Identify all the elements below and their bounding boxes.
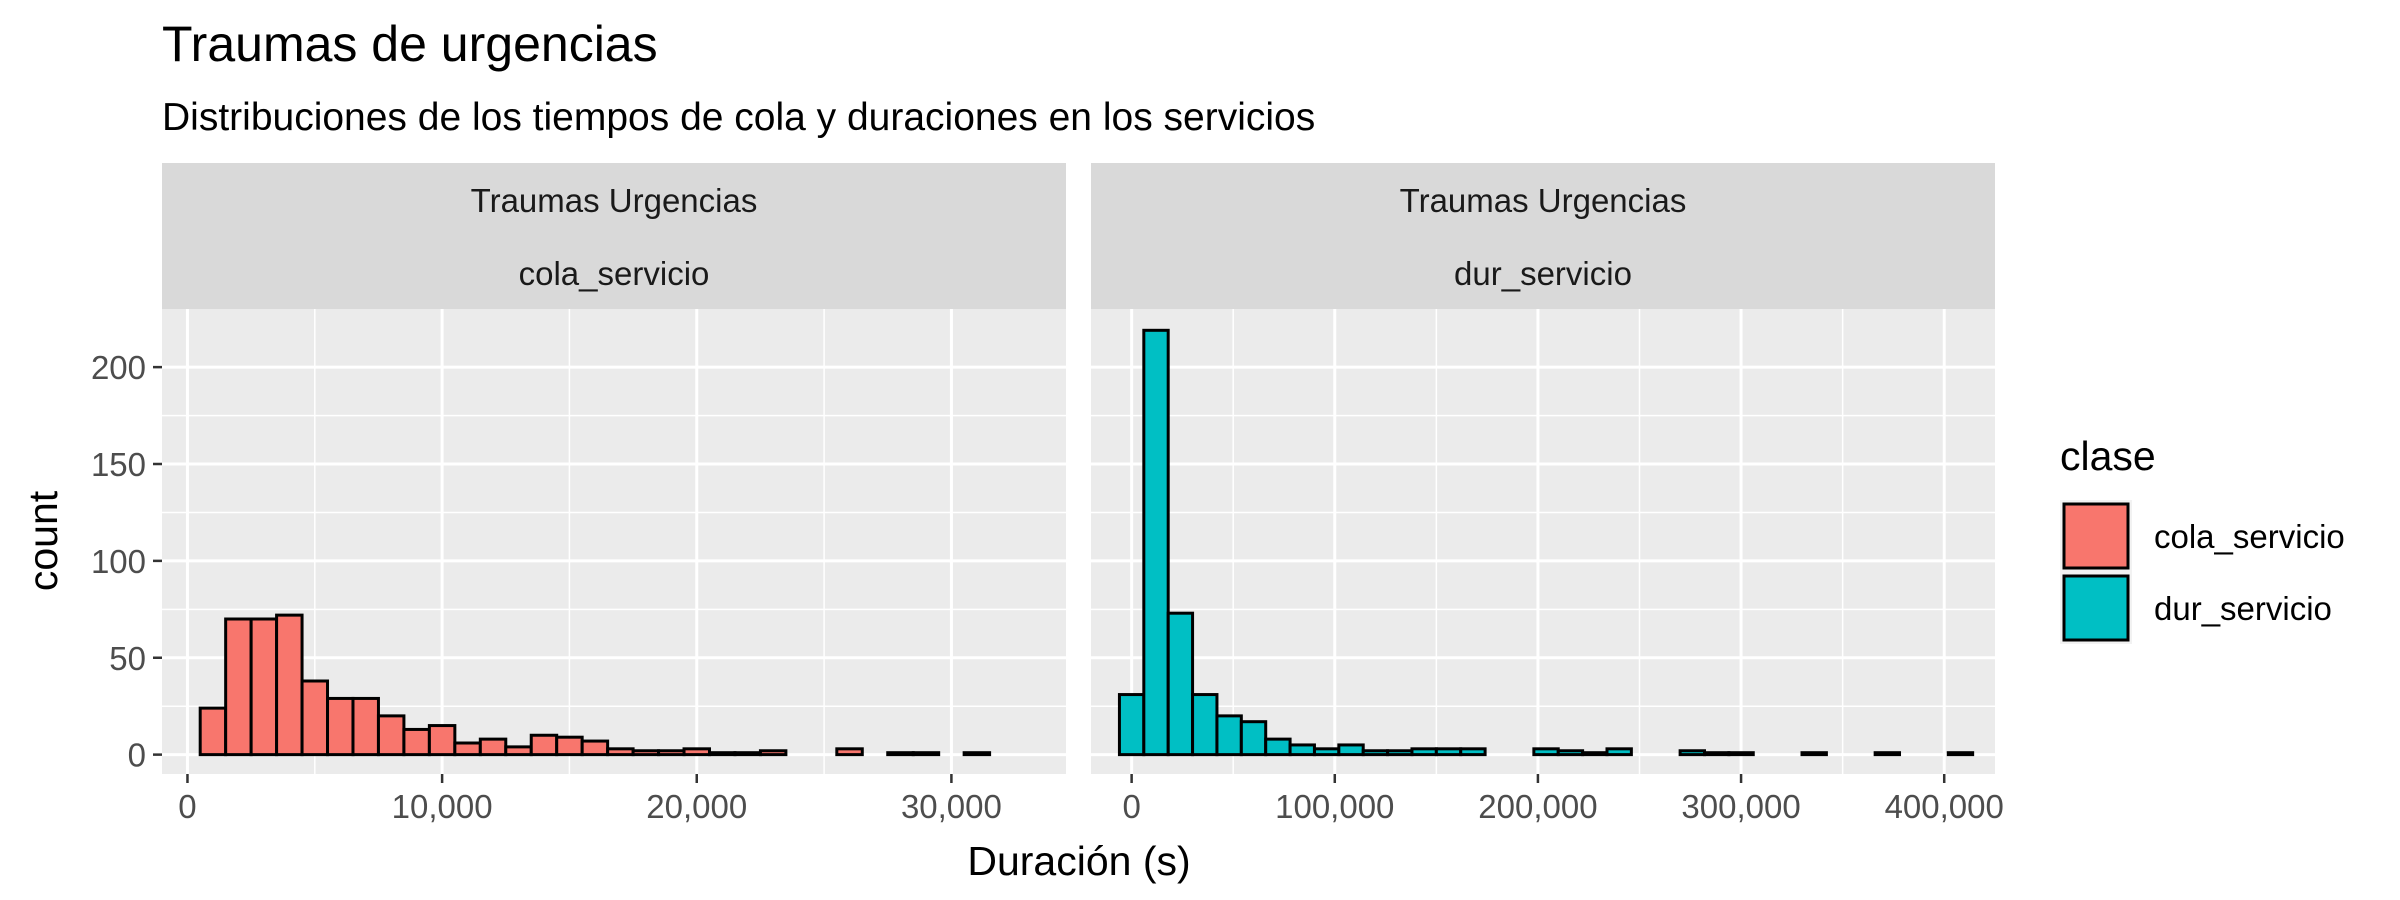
histogram-bar — [733, 751, 762, 757]
histogram-bar — [1678, 749, 1707, 757]
y-tick-label: 50 — [109, 640, 146, 677]
histogram-bar — [1239, 720, 1268, 757]
legend-label-dur: dur_servicio — [2154, 590, 2332, 627]
histogram-bar — [1337, 743, 1365, 757]
histogram-bar — [1117, 693, 1146, 757]
histogram-bar — [657, 749, 686, 757]
histogram-bar — [555, 735, 584, 757]
histogram-bar — [224, 617, 253, 757]
histogram-bar — [300, 679, 330, 757]
chart-title: Traumas de urgencias — [162, 16, 658, 72]
histogram-bar — [529, 733, 559, 757]
histogram-bar — [1191, 693, 1219, 757]
histogram-bar — [580, 739, 610, 757]
histogram-bar — [1264, 737, 1292, 757]
histogram-bar — [453, 741, 482, 757]
histogram-bar — [1532, 747, 1560, 757]
histogram-bar — [1312, 747, 1341, 757]
y-tick-label: 0 — [128, 737, 146, 774]
legend-label-cola: cola_servicio — [2154, 518, 2345, 555]
histogram-bar — [1361, 749, 1390, 757]
strip-label-class-cola: cola_servicio — [519, 255, 710, 292]
histogram-bar — [606, 747, 635, 757]
histogram-bar — [1800, 751, 1828, 757]
histogram-bar — [911, 751, 941, 757]
y-axis-title: count — [20, 490, 66, 591]
histogram-bar — [249, 617, 279, 757]
histogram-bar — [1166, 611, 1195, 757]
histogram-bar — [1142, 328, 1170, 757]
histogram-bar — [962, 751, 992, 757]
histogram-bars-cola — [198, 613, 992, 757]
facet-panel-cola: Traumas Urgencias cola_servicio 0 10,000 2… — [162, 163, 1066, 825]
histogram-bar — [402, 727, 431, 757]
histogram-bar — [376, 714, 406, 757]
histogram-bar — [504, 745, 533, 757]
histogram-bar — [886, 751, 915, 757]
legend-title: clase — [2060, 433, 2156, 479]
histogram-bar — [835, 747, 864, 757]
histogram-bar — [351, 696, 380, 757]
strip-label-class-dur: dur_servicio — [1454, 255, 1632, 292]
strip-label-group-dur: Traumas Urgencias — [1400, 182, 1687, 219]
gridlines-dur — [1091, 309, 1995, 774]
histogram-bar — [1727, 751, 1755, 757]
strip-label-group-cola: Traumas Urgencias — [471, 182, 758, 219]
strip-background-dur — [1091, 163, 1995, 309]
histogram-bar — [1410, 747, 1438, 757]
legend: clase cola_servicio dur_servicio — [2060, 433, 2345, 644]
x-tick-label: 0 — [1122, 788, 1140, 825]
y-tick-label: 100 — [91, 543, 146, 580]
histogram-bars-dur — [1117, 328, 1975, 757]
histogram-bar — [1703, 751, 1731, 757]
legend-swatch-cola — [2062, 502, 2130, 570]
histogram-bar — [1288, 743, 1316, 757]
histogram-bar — [1215, 714, 1243, 757]
x-tick-label: 100,000 — [1275, 788, 1394, 825]
histogram-bar — [1605, 747, 1633, 757]
y-tick-label: 200 — [91, 349, 146, 386]
histogram-bar — [1556, 749, 1585, 757]
facet-panel-dur: Traumas Urgencias dur_servicio 0 100,000 2… — [1091, 163, 2004, 825]
histogram-bar — [427, 724, 457, 757]
histogram-bar — [1459, 747, 1487, 757]
x-axis-ticks-dur: 0 100,000 200,000 300,000 400,000 — [1122, 774, 2004, 825]
chart-subtitle: Distribuciones de los tiempos de cola y … — [162, 96, 1315, 139]
x-axis-title: Duración (s) — [967, 838, 1190, 884]
x-tick-label: 0 — [178, 788, 196, 825]
x-axis-ticks-cola: 0 10,000 20,000 30,000 — [178, 774, 1002, 825]
histogram-bar — [1434, 747, 1463, 757]
histogram-bar — [326, 696, 355, 757]
panel-background-dur — [1091, 309, 1995, 774]
x-tick-label: 20,000 — [646, 788, 747, 825]
histogram-bar — [707, 751, 737, 757]
y-tick-label: 150 — [91, 446, 146, 483]
histogram-bar — [275, 613, 304, 757]
histogram-bar — [682, 747, 711, 757]
x-tick-label: 30,000 — [901, 788, 1002, 825]
y-axis-ticks: 0 50 100 150 200 — [91, 349, 162, 774]
histogram-bar — [1873, 751, 1902, 757]
strip-background-cola — [162, 163, 1066, 309]
histogram-bar — [1581, 751, 1609, 757]
histogram-bar — [1386, 749, 1414, 757]
x-tick-label: 10,000 — [392, 788, 493, 825]
legend-swatch-dur — [2062, 574, 2130, 642]
x-tick-label: 400,000 — [1885, 788, 2004, 825]
histogram-bar — [198, 706, 228, 757]
x-tick-label: 300,000 — [1681, 788, 1800, 825]
x-tick-label: 200,000 — [1478, 788, 1597, 825]
histogram-bar — [478, 737, 508, 757]
histogram-bar — [758, 749, 788, 757]
histogram-bar — [1946, 751, 1975, 757]
histogram-bar — [631, 749, 661, 757]
